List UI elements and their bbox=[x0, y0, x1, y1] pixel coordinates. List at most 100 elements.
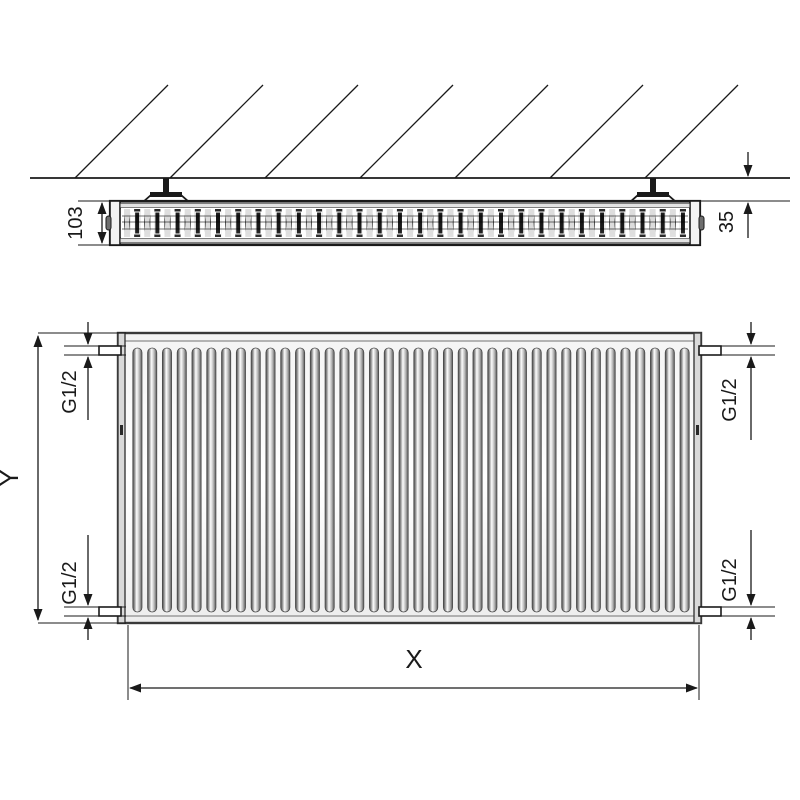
section-fin bbox=[599, 209, 606, 237]
section-top-panel bbox=[119, 202, 691, 209]
depth-dimension: 103 bbox=[65, 200, 135, 246]
section-fin-profile bbox=[578, 211, 585, 235]
connection-stub-bottom-left bbox=[98, 606, 122, 617]
section-fin bbox=[316, 209, 323, 237]
front-fin bbox=[295, 347, 306, 613]
front-fin bbox=[206, 347, 217, 613]
section-side-port-right bbox=[698, 215, 705, 231]
front-fin bbox=[250, 347, 261, 613]
front-fin bbox=[516, 347, 527, 613]
front-fin bbox=[561, 347, 572, 613]
front-fin bbox=[161, 347, 172, 613]
panel-vent-mark-left bbox=[120, 425, 123, 435]
section-fin-profile bbox=[376, 211, 383, 235]
front-fin bbox=[339, 347, 350, 613]
connection-stub-bottom-right bbox=[698, 606, 722, 617]
front-fin bbox=[605, 347, 616, 613]
section-fin bbox=[235, 209, 242, 237]
front-fin bbox=[531, 347, 542, 613]
section-fin bbox=[174, 209, 181, 237]
section-fin-profile bbox=[639, 211, 646, 235]
section-fin bbox=[194, 209, 201, 237]
section-fin-profile bbox=[174, 211, 181, 235]
height-dimension: Y bbox=[0, 335, 43, 621]
panel-edge-left bbox=[117, 332, 126, 624]
front-fin bbox=[309, 347, 320, 613]
section-fin-profile bbox=[457, 211, 464, 235]
connection-bottom-left-label: G1/2 bbox=[59, 561, 81, 604]
front-fin bbox=[428, 347, 439, 613]
connection-top-right-label: G1/2 bbox=[719, 378, 741, 421]
section-fin bbox=[659, 209, 666, 237]
section-fin-profile bbox=[417, 211, 424, 235]
section-fin-profile bbox=[477, 211, 484, 235]
width-dimension: X bbox=[127, 625, 700, 700]
section-fin-profile bbox=[336, 211, 343, 235]
front-fin bbox=[265, 347, 276, 613]
section-fin bbox=[578, 209, 585, 237]
top-cross-section-view: 103 35 bbox=[30, 84, 790, 247]
section-fin-profile bbox=[518, 211, 525, 235]
convector-fin-pack bbox=[121, 208, 689, 238]
front-fin bbox=[679, 347, 690, 613]
connection-stub-top-right bbox=[698, 345, 722, 356]
section-fin bbox=[457, 209, 464, 237]
section-fin bbox=[497, 209, 505, 237]
section-fin-profile bbox=[558, 211, 565, 235]
section-fin bbox=[558, 209, 565, 237]
panel-edge-right bbox=[693, 332, 702, 624]
front-fin bbox=[457, 347, 468, 613]
section-fin-profile bbox=[679, 211, 687, 235]
section-fin bbox=[417, 209, 424, 237]
section-fin bbox=[255, 209, 262, 237]
section-fin-profile bbox=[275, 211, 282, 235]
wall-bracket-left bbox=[140, 178, 192, 203]
section-fin-profile bbox=[619, 211, 626, 235]
section-fin-profile bbox=[437, 211, 444, 235]
connection-top-right: G1/2 bbox=[719, 322, 756, 440]
front-fin bbox=[620, 347, 631, 613]
front-fin bbox=[413, 347, 424, 613]
front-fin bbox=[369, 347, 380, 613]
front-fin bbox=[502, 347, 513, 613]
front-fin bbox=[354, 347, 365, 613]
front-fin bbox=[664, 347, 675, 613]
section-fin-profile bbox=[356, 211, 363, 235]
front-fin bbox=[132, 347, 143, 613]
section-fin bbox=[396, 209, 403, 237]
section-fin bbox=[356, 209, 363, 237]
section-fin bbox=[336, 209, 343, 237]
front-fin bbox=[576, 347, 587, 613]
section-fin bbox=[518, 209, 525, 237]
section-fin-profile bbox=[295, 211, 302, 235]
front-fin bbox=[650, 347, 661, 613]
front-fin bbox=[235, 347, 246, 613]
wall-gap-dimension-label: 35 bbox=[716, 211, 738, 233]
width-dimension-label: X bbox=[405, 644, 422, 674]
section-fin bbox=[679, 209, 686, 237]
depth-dimension-label: 103 bbox=[65, 206, 87, 239]
section-fin bbox=[437, 209, 444, 237]
front-fin bbox=[442, 347, 453, 613]
front-fin bbox=[280, 347, 291, 613]
section-fin bbox=[154, 209, 161, 237]
front-fin bbox=[590, 347, 601, 613]
section-fin-profile bbox=[396, 211, 404, 235]
section-bottom-panel bbox=[119, 237, 691, 244]
front-fin bbox=[546, 347, 557, 613]
panel-vent-mark-right bbox=[696, 425, 699, 435]
front-fin bbox=[635, 347, 646, 613]
front-elevation-view: G1/2 G1/2 G1/2 bbox=[0, 322, 775, 700]
right-extension-lines bbox=[699, 345, 775, 617]
left-extension-lines bbox=[38, 332, 126, 624]
section-side-port-left bbox=[105, 215, 112, 231]
connection-bottom-right-label: G1/2 bbox=[719, 558, 741, 601]
section-fin-profile bbox=[194, 211, 201, 235]
section-fin bbox=[295, 209, 302, 237]
front-fin-group bbox=[132, 347, 690, 613]
connection-top-left-label: G1/2 bbox=[59, 370, 81, 413]
section-fin-profile bbox=[134, 211, 141, 235]
front-fin bbox=[191, 347, 202, 613]
front-fin bbox=[472, 347, 483, 613]
